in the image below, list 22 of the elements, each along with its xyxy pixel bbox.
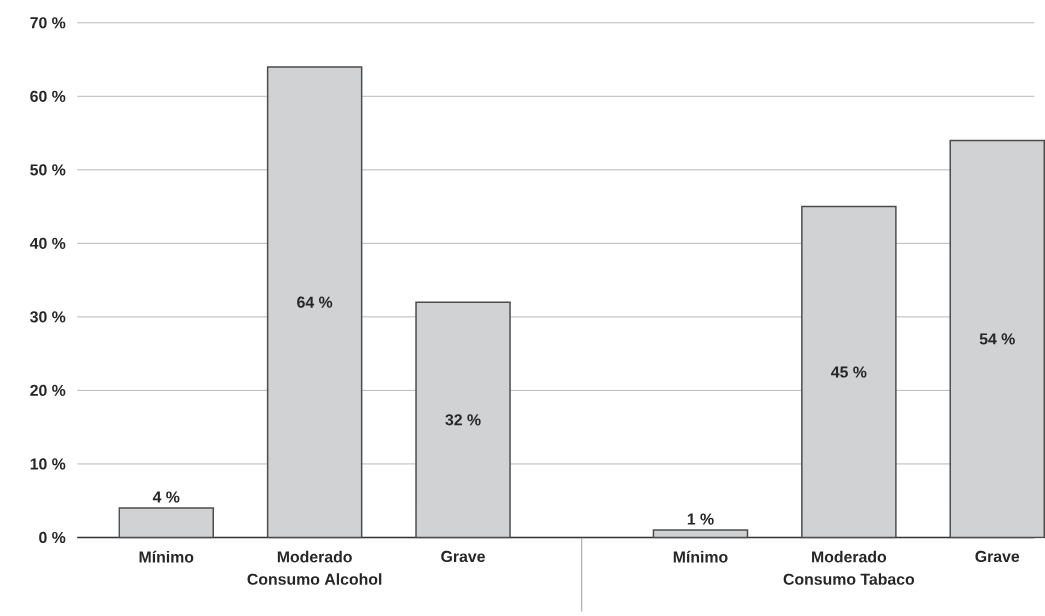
data-label: 32 % [445,414,481,426]
y-tick-label: 30 % [30,311,66,323]
data-label: 45 % [831,366,867,378]
data-label: 4 % [152,491,180,503]
x-tick-label: Moderado [812,551,887,563]
x-tick-label: Mínimo [673,551,728,563]
y-tick-label: 20 % [30,384,66,397]
data-label: 1 % [687,513,714,525]
y-tick-label: 10 % [30,458,66,470]
x-tick-label: Grave [975,551,1020,563]
y-tick-label: 40 % [29,237,66,250]
y-tick-label: 50 % [30,164,66,176]
y-tick-label: 70 % [30,17,66,29]
y-tick-label: 60 % [30,90,66,103]
data-label: 54 % [979,333,1015,345]
text: Consumo Tabaco [783,573,915,586]
x-tick-label: Moderado [277,551,352,563]
x-tick-label: Mínimo [139,551,194,563]
x-tick-label: Grave [441,551,485,563]
y-tick-label: 0 % [39,532,66,544]
data-label: 64 % [297,296,333,308]
text: Consumo Alcohol [247,573,382,586]
